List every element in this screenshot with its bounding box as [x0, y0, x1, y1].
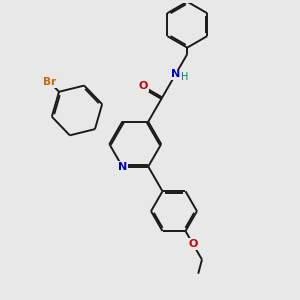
Text: N: N	[171, 70, 180, 80]
Text: N: N	[118, 162, 127, 172]
Text: O: O	[138, 81, 148, 92]
Text: O: O	[188, 239, 197, 249]
Text: Br: Br	[43, 77, 56, 87]
Text: H: H	[181, 72, 189, 82]
